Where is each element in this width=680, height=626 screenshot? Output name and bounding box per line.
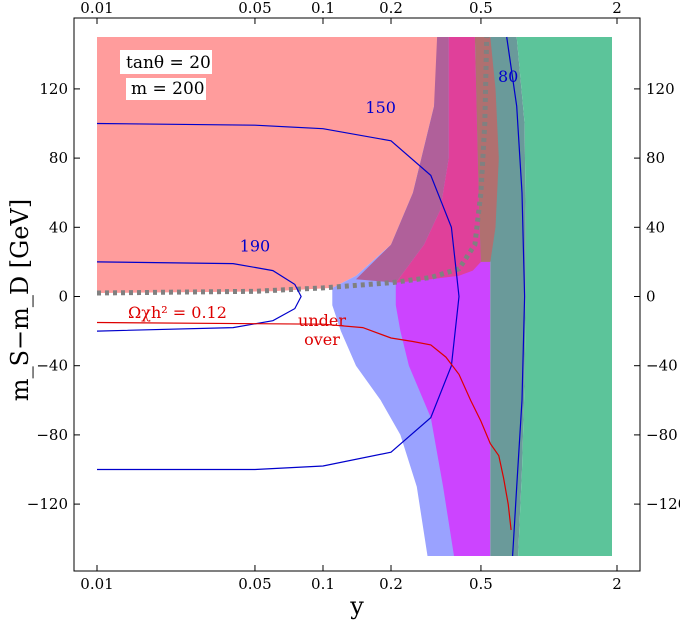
x-axis-title: y: [349, 592, 364, 620]
relic-density-label: Ωχh² = 0.12: [128, 303, 227, 322]
region-green: [516, 37, 612, 556]
x-tick-label-bottom: 2: [612, 575, 622, 593]
y-tick-label-right: −120: [646, 495, 680, 513]
x-tick-label-bottom: 0.1: [311, 575, 335, 593]
region-overlap-purple: [356, 37, 449, 283]
x-tick-label-bottom: 0.01: [80, 575, 113, 593]
relic-density-curve: [96, 321, 512, 531]
y-tick-label-right: 40: [646, 218, 665, 236]
y-tick-label-left: −40: [36, 357, 68, 375]
x-tick-label-top: 2: [612, 0, 622, 17]
y-tick-label-left: 40: [49, 218, 68, 236]
x-tick-label-top: 0.05: [238, 0, 271, 17]
contour-line-190: [96, 261, 302, 332]
contour-line-150: [96, 122, 460, 471]
y-tick-label-right: 120: [646, 80, 675, 98]
tick-layer: 0.01 0.01 0.05 0.05 0.1 0.1 0.2 0.2 0.5 0.5 2 2 120 1…: [27, 0, 680, 593]
contour-label-80: 80: [498, 67, 518, 86]
plot-frame: [73, 17, 641, 572]
param-tan-theta: tanθ = 20: [126, 53, 211, 73]
over-label: over: [304, 330, 340, 349]
param-m: m = 200: [131, 79, 205, 99]
contour-label-150: 150: [365, 98, 396, 117]
x-tick-label-top: 0.01: [80, 0, 113, 17]
y-tick-label-left: −80: [36, 426, 68, 444]
contour-line-80: [506, 36, 526, 557]
x-tick-label-bottom: 0.5: [469, 575, 493, 593]
region-overlap-pink: [395, 37, 481, 283]
y-tick-label-right: −80: [646, 426, 678, 444]
region-teal-band: [490, 37, 526, 556]
x-tick-label-top: 0.5: [469, 0, 493, 17]
parameter-box: tanθ = 20 m = 200: [120, 50, 212, 100]
x-tick-label-top: 0.2: [379, 0, 403, 17]
y-tick-label-right: 0: [646, 288, 656, 306]
x-tick-label-top: 0.1: [311, 0, 335, 17]
y-tick-label-left: −120: [27, 495, 68, 513]
dotted-boundary-line: [96, 36, 490, 296]
contour-label-190: 190: [240, 237, 271, 256]
region-magenta: [395, 37, 491, 556]
y-tick-label-left: 120: [39, 80, 68, 98]
y-tick-label-right: −40: [646, 357, 678, 375]
region-layer: [97, 37, 612, 556]
y-tick-label-left: 0: [58, 288, 68, 306]
under-label: under: [298, 311, 346, 330]
y-tick-label-left: 80: [49, 149, 68, 167]
x-tick-label-bottom: 0.05: [238, 575, 271, 593]
y-tick-label-right: 80: [646, 149, 665, 167]
x-tick-label-bottom: 0.2: [379, 575, 403, 593]
y-axis-title: m_S−m_D [GeV]: [6, 199, 34, 401]
region-pink: [97, 37, 441, 293]
